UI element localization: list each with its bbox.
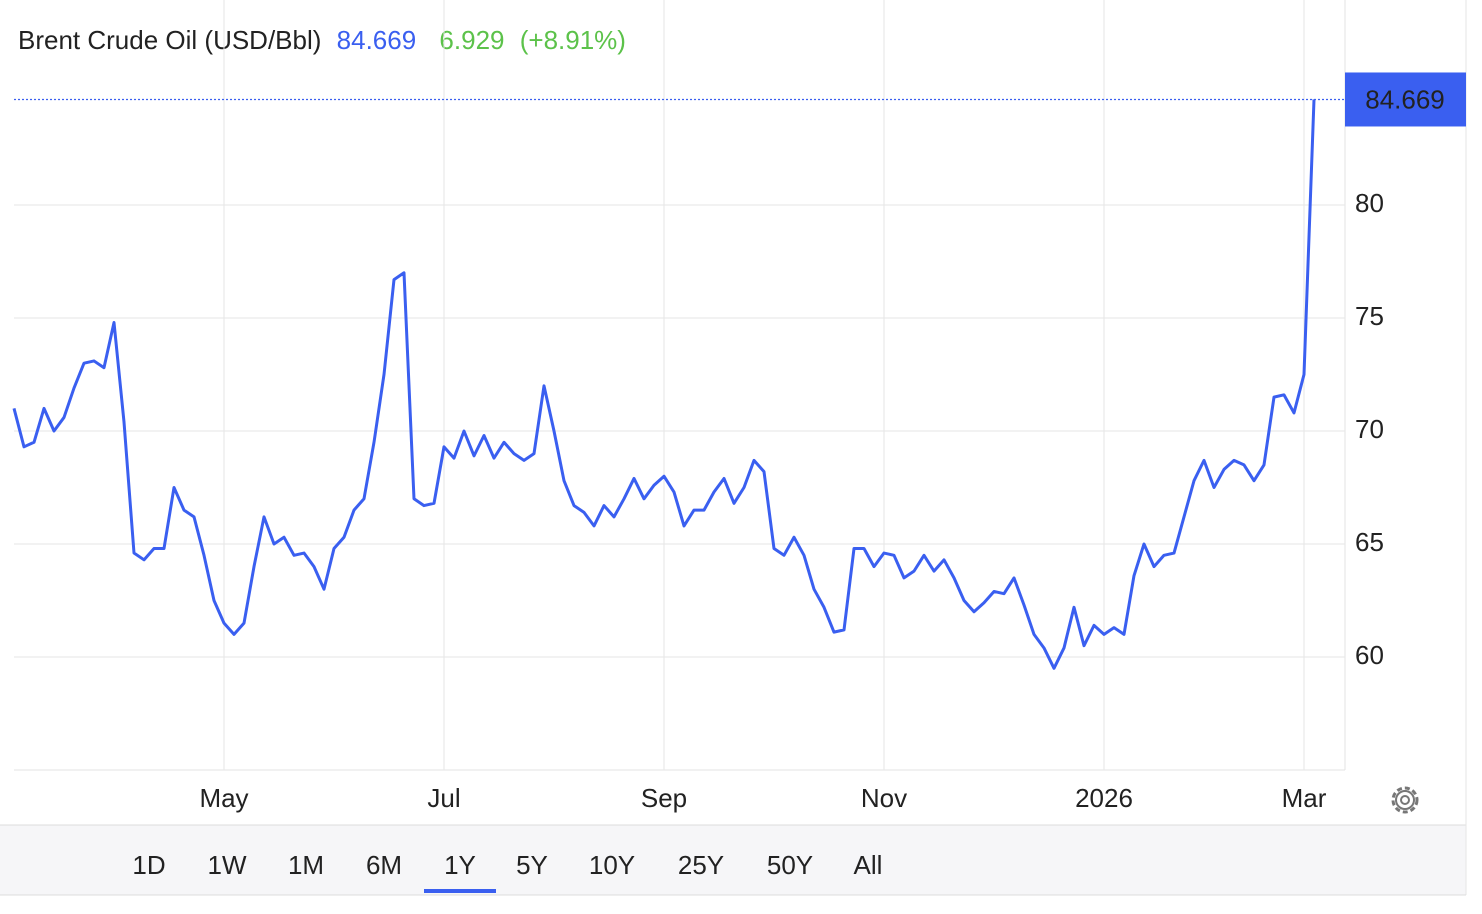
y-tick-label: 75 (1355, 301, 1384, 331)
range-button[interactable]: 1M (288, 850, 324, 880)
gear-teeth (1391, 786, 1419, 814)
y-tick-label: 65 (1355, 527, 1384, 557)
x-tick-label: Nov (861, 783, 907, 813)
chart-header: Brent Crude Oil (USD/Bbl) 84.669 6.929 (… (18, 25, 626, 55)
y-tick-label: 60 (1355, 640, 1384, 670)
range-button[interactable]: 1D (132, 850, 165, 880)
chart-title: Brent Crude Oil (USD/Bbl) (18, 25, 321, 55)
price-tag (1345, 72, 1466, 127)
change: 6.929 (439, 25, 504, 55)
range-button[interactable]: All (854, 850, 883, 880)
gear-body (1395, 790, 1415, 810)
range-button[interactable]: 50Y (767, 850, 813, 880)
y-tick-label: 70 (1355, 414, 1384, 444)
last-value: 84.669 (337, 25, 417, 55)
change-percent: (+8.91%) (520, 25, 626, 55)
y-tick-label: 80 (1355, 188, 1384, 218)
x-tick-label: 2026 (1075, 783, 1133, 813)
x-tick-label: May (199, 783, 248, 813)
x-tick-label: Sep (641, 783, 687, 813)
range-bar (0, 825, 1466, 895)
price-line (12, 99, 1316, 670)
gear-hub (1400, 795, 1410, 805)
selected-underline (424, 889, 496, 893)
range-button[interactable]: 1Y (444, 850, 476, 880)
range-button[interactable]: 25Y (678, 850, 724, 880)
x-tick-label: Jul (427, 783, 460, 813)
range-button[interactable]: 6M (366, 850, 402, 880)
price-tag-label: 84.669 (1365, 84, 1445, 114)
range-button[interactable]: 1W (208, 850, 247, 880)
settings-icon[interactable] (1391, 786, 1419, 814)
range-button[interactable]: 10Y (589, 850, 635, 880)
range-button[interactable]: 5Y (516, 850, 548, 880)
x-tick-label: Mar (1282, 783, 1327, 813)
